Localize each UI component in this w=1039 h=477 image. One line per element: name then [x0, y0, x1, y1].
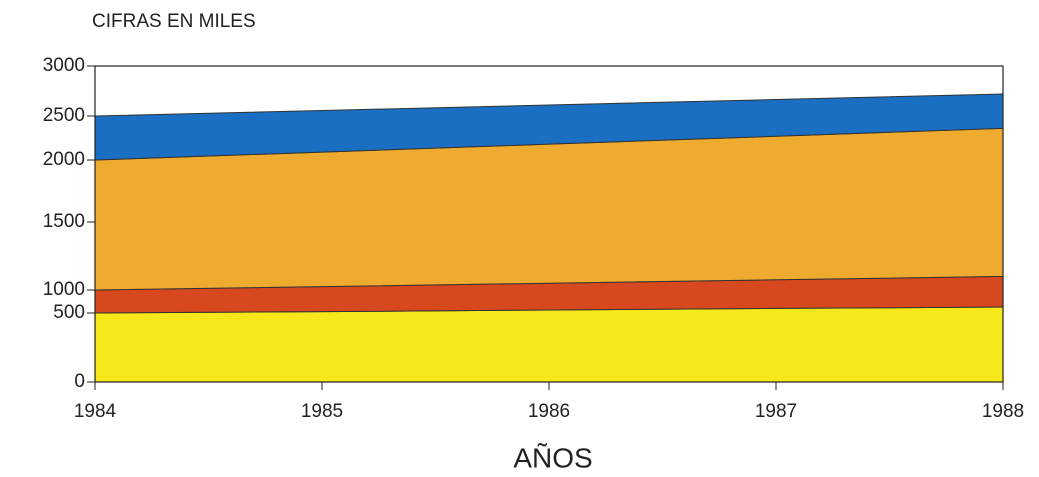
x-tick-label: 1985: [301, 401, 343, 422]
area: [94, 306, 1004, 383]
y-tick-label: 1000: [43, 279, 85, 300]
chart-title: CIFRAS EN MILES: [92, 11, 256, 32]
x-tick-label: 1984: [74, 401, 117, 422]
x-tick-label: 1987: [755, 401, 797, 422]
y-tick-label: 3000: [43, 55, 85, 76]
y-tick-label: 2500: [43, 105, 85, 126]
y-tick-label: 1500: [43, 211, 85, 232]
x-tick-label: 1986: [528, 401, 570, 422]
y-tick-label: 500: [53, 302, 85, 323]
y-tick-label: 2000: [43, 149, 85, 170]
x-tick-label: 1988: [982, 401, 1024, 422]
x-axis-label: AÑOS: [513, 442, 592, 473]
y-tick-label: 0: [74, 371, 85, 392]
